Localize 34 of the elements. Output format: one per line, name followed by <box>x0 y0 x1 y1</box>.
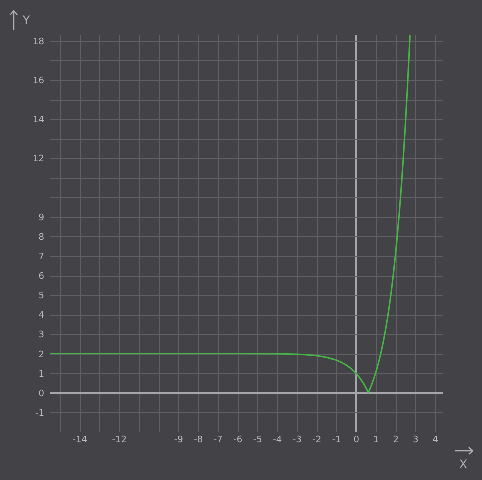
x-tick-label: -8 <box>194 436 204 446</box>
x-tick-label: 3 <box>412 436 419 446</box>
line-series <box>50 35 411 394</box>
y-tick-label: 16 <box>33 76 45 86</box>
y-tick-label: 4 <box>38 311 45 322</box>
x-tick-label: -3 <box>292 436 302 446</box>
y-axis-title: Y <box>22 14 31 28</box>
y-tick-label: 1 <box>38 370 44 380</box>
y-tick-label: 5 <box>38 292 44 302</box>
x-tick-label: -4 <box>273 436 282 446</box>
y-tick-label: 18 <box>33 37 45 48</box>
x-tick-label: 2 <box>393 436 399 446</box>
x-tick-label: 1 <box>373 436 380 446</box>
x-tick-label: 0 <box>354 436 360 446</box>
y-tick-label: 12 <box>33 154 44 165</box>
x-tick-label: -2 <box>312 436 322 446</box>
y-tick-label: -1 <box>36 408 44 419</box>
x-tick-label: -12 <box>112 436 127 446</box>
y-tick-label: 0 <box>38 389 45 400</box>
x-tick-label: -14 <box>72 436 88 446</box>
y-tick-label: 6 <box>38 272 45 282</box>
x-tick-label: -9 <box>174 436 184 446</box>
y-tick-label: 7 <box>38 252 44 262</box>
y-tick-label: 3 <box>38 330 44 341</box>
y-tick-label: 9 <box>38 213 45 224</box>
x-tick-label: -7 <box>214 436 223 446</box>
x-tick-label: 4 <box>432 436 439 446</box>
y-tick-label: 2 <box>38 350 44 360</box>
x-tick-label: -1 <box>332 436 342 446</box>
x-tick-label: -5 <box>253 436 262 446</box>
x-tick-label: -6 <box>234 436 243 446</box>
y-tick-label: 14 <box>33 116 45 126</box>
y-tick-label: 8 <box>38 232 45 243</box>
x-axis-title: X <box>459 458 468 472</box>
